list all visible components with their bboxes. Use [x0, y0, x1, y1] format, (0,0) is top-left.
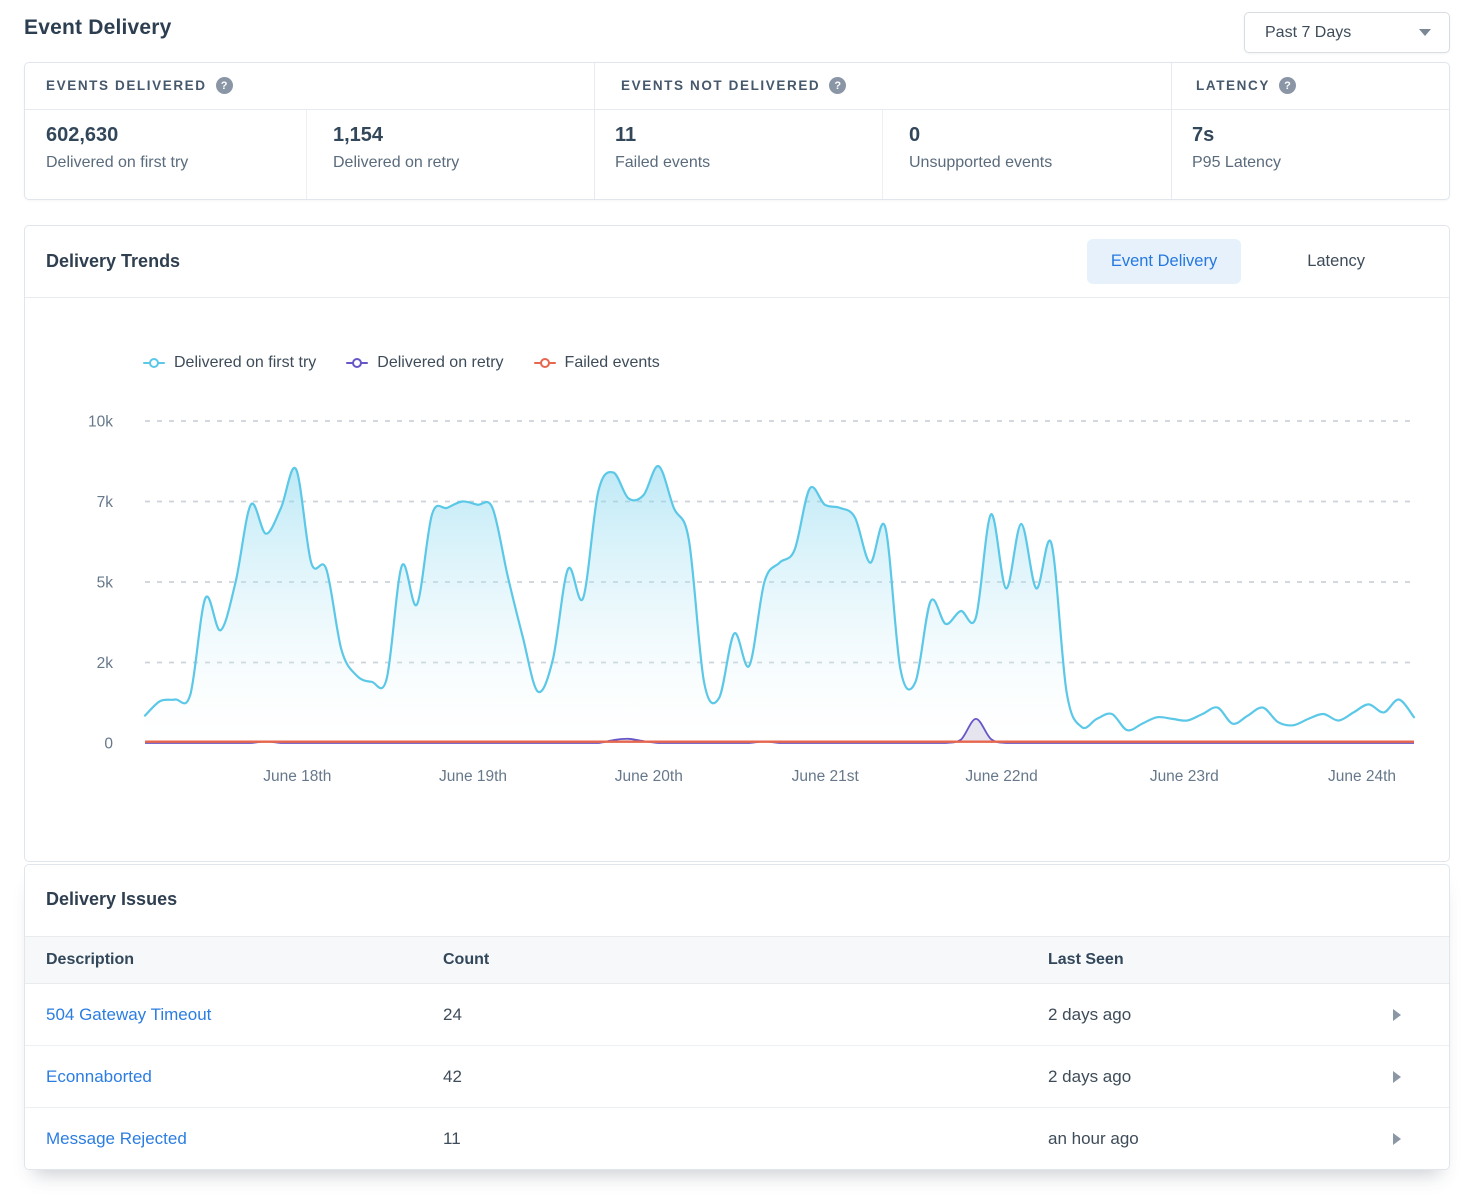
svg-text:June 22nd: June 22nd: [965, 768, 1037, 785]
divider: [1171, 63, 1172, 199]
svg-text:0: 0: [104, 736, 113, 753]
delivery-issues-card: Delivery Issues Description Count Last S…: [24, 864, 1450, 1170]
area-chart: 10k 7k 5k 2k 0 June 18th June 19th June 20th Jun…: [88, 414, 1416, 785]
latency-heading: LATENCY ?: [1196, 77, 1296, 94]
help-icon[interactable]: ?: [1278, 77, 1296, 94]
events-delivered-heading: EVENTS DELIVERED ?: [46, 77, 233, 94]
svg-text:2k: 2k: [97, 655, 114, 672]
table-row[interactable]: 504 Gateway Timeout 24 2 days ago: [25, 984, 1449, 1046]
issue-link[interactable]: Message Rejected: [46, 1129, 187, 1148]
tab-latency[interactable]: Latency: [1307, 252, 1365, 270]
stat-unsupported-events: 0 Unsupported events: [909, 124, 1053, 171]
issue-count: 11: [443, 1129, 461, 1148]
stat-delivered-retry: 1,154 Delivered on retry: [333, 124, 460, 171]
column-description: Description: [46, 951, 135, 968]
line-circle-icon: [533, 358, 556, 368]
delivery-trends-chart: 10k 7k 5k 2k 0 June 18th June 19th June 20th Jun…: [25, 400, 1449, 805]
chevron-right-icon[interactable]: [1393, 1008, 1401, 1021]
svg-text:June 20th: June 20th: [615, 768, 683, 785]
stat-failed-events: 11 Failed events: [615, 124, 711, 171]
chart-legend: Delivered on first try Delivered on retr…: [143, 354, 1449, 372]
issue-count: 24: [443, 1004, 462, 1024]
column-count: Count: [443, 951, 490, 968]
stats-summary-card: EVENTS DELIVERED ? EVENTS NOT DELIVERED …: [24, 62, 1450, 200]
svg-text:June 21st: June 21st: [792, 768, 860, 785]
svg-text:June 23rd: June 23rd: [1150, 768, 1219, 785]
help-icon[interactable]: ?: [829, 77, 847, 94]
legend-failed-events[interactable]: Failed events: [533, 354, 660, 372]
delivery-issues-title: Delivery Issues: [46, 889, 178, 909]
divider: [306, 110, 307, 199]
tab-event-delivery[interactable]: Event Delivery: [1086, 239, 1242, 284]
table-row[interactable]: Message Rejected 11 an hour ago: [25, 1108, 1449, 1169]
events-not-delivered-heading: EVENTS NOT DELIVERED ?: [621, 77, 847, 94]
svg-text:June 19th: June 19th: [439, 768, 507, 785]
line-circle-icon: [346, 358, 369, 368]
issue-last-seen: an hour ago: [1048, 1129, 1139, 1148]
issue-count: 42: [443, 1066, 462, 1086]
help-icon[interactable]: ?: [215, 77, 233, 94]
stat-p95-latency: 7s P95 Latency: [1192, 124, 1281, 171]
svg-text:7k: 7k: [97, 494, 114, 511]
divider: [882, 110, 883, 199]
stats-values-row: 602,630 Delivered on first try 1,154 Del…: [25, 110, 1449, 200]
issue-link[interactable]: Econnaborted: [46, 1066, 152, 1086]
page-title: Event Delivery: [24, 16, 172, 39]
svg-text:10k: 10k: [88, 414, 113, 431]
legend-delivered-first-try[interactable]: Delivered on first try: [143, 354, 316, 372]
chevron-down-icon: [1419, 29, 1431, 36]
stats-headings-row: EVENTS DELIVERED ? EVENTS NOT DELIVERED …: [25, 63, 1449, 110]
issue-last-seen: 2 days ago: [1048, 1004, 1132, 1024]
svg-text:June 24th: June 24th: [1328, 768, 1396, 785]
chevron-right-icon[interactable]: [1393, 1070, 1401, 1083]
delivery-trends-header: Delivery Trends Event Delivery Latency: [25, 226, 1449, 298]
stat-delivered-first-try: 602,630 Delivered on first try: [46, 124, 189, 171]
table-row[interactable]: Econnaborted 42 2 days ago: [25, 1046, 1449, 1108]
time-range-dropdown[interactable]: Past 7 Days: [1244, 12, 1450, 53]
column-last-seen: Last Seen: [1048, 951, 1124, 968]
chevron-right-icon[interactable]: [1393, 1133, 1401, 1145]
issue-last-seen: 2 days ago: [1048, 1066, 1132, 1086]
divider: [594, 63, 595, 199]
issues-table-header: Description Count Last Seen: [25, 936, 1449, 984]
svg-text:5k: 5k: [97, 575, 114, 592]
line-circle-icon: [143, 358, 165, 368]
top-bar: Event Delivery Past 7 Days: [24, 0, 1450, 62]
delivery-trends-title: Delivery Trends: [46, 251, 181, 271]
svg-text:June 18th: June 18th: [263, 768, 331, 785]
legend-delivered-retry[interactable]: Delivered on retry: [346, 354, 504, 372]
issue-link[interactable]: 504 Gateway Timeout: [46, 1004, 212, 1024]
trends-tabs: Event Delivery Latency: [1086, 239, 1389, 284]
time-range-value: Past 7 Days: [1265, 23, 1352, 41]
delivery-trends-card: Delivery Trends Event Delivery Latency D…: [24, 225, 1450, 862]
